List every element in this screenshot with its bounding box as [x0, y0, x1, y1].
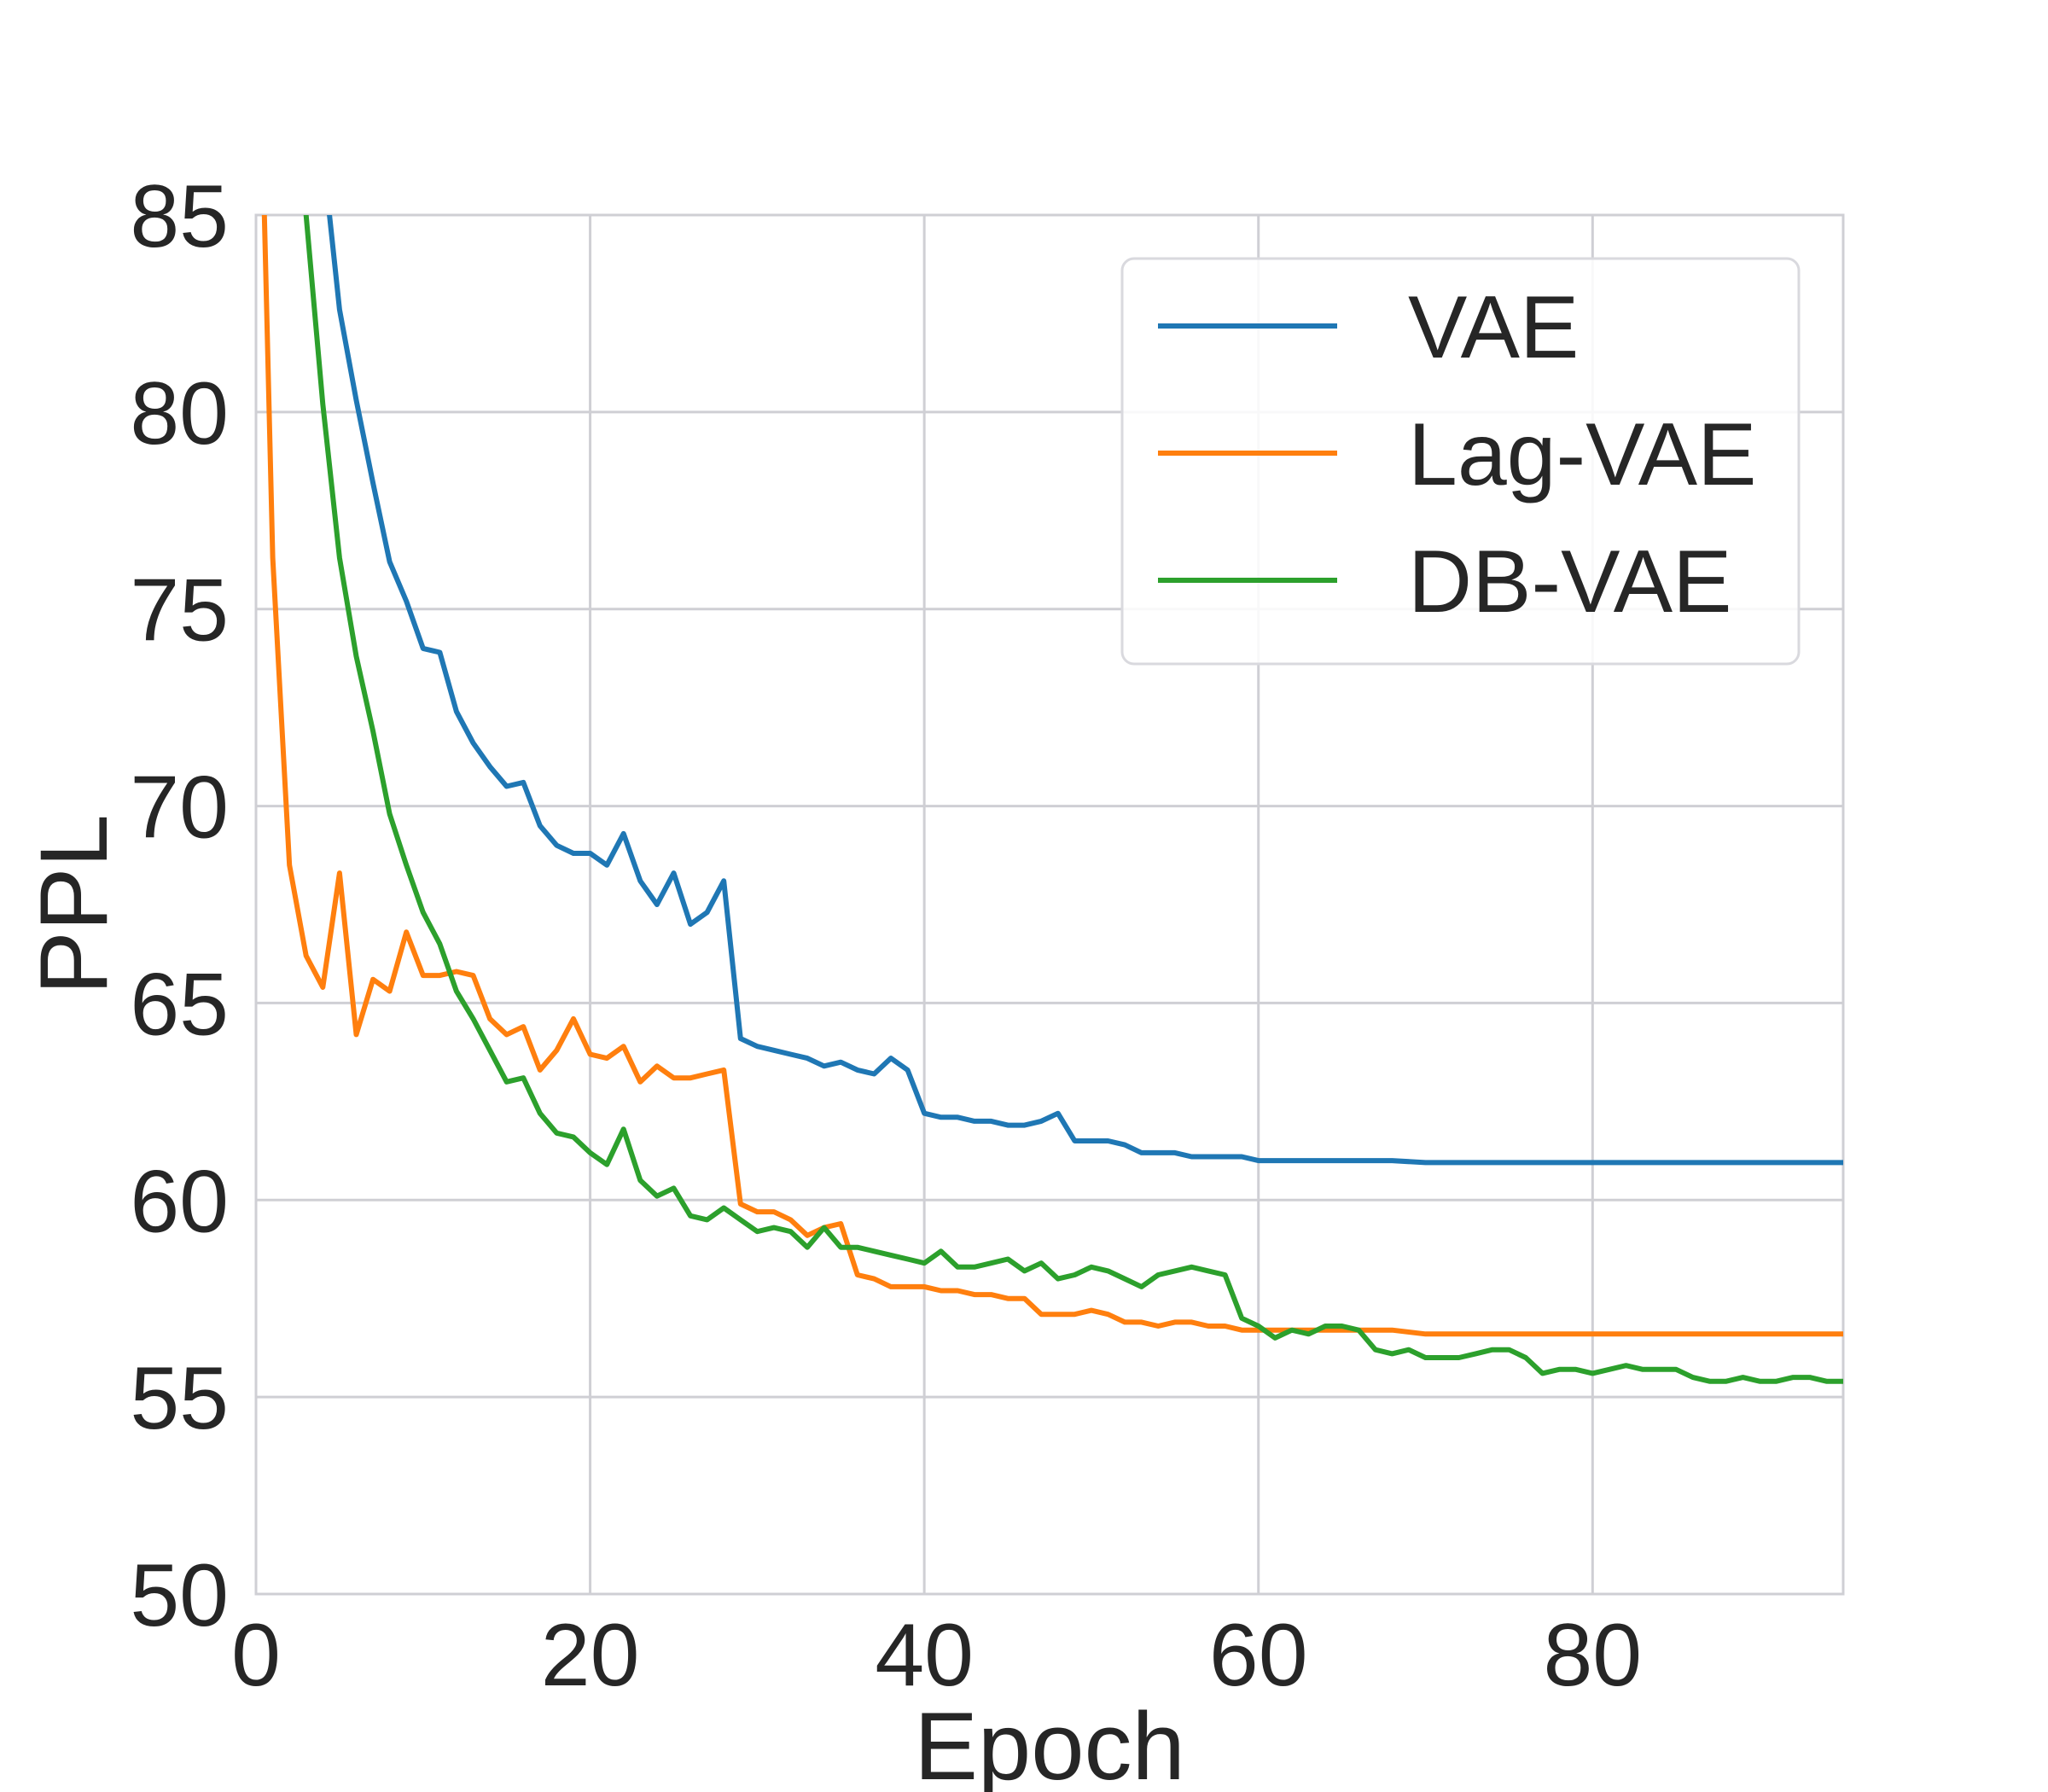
series-layer — [261, 215, 1843, 1384]
x-tick-label: 0 — [231, 1606, 281, 1705]
x-axis-label: Epoch — [914, 1693, 1185, 1792]
y-tick-label: 55 — [130, 1349, 229, 1448]
x-tick-label: 80 — [1543, 1606, 1642, 1705]
y-tick-label: 50 — [130, 1546, 229, 1645]
plot-frame — [254, 213, 1845, 1596]
y-tick-label: 65 — [130, 955, 229, 1054]
y-tick-label: 85 — [130, 167, 229, 266]
tick-labels: 50 55 60 65 70 75 80 85 0 20 40 60 80 — [130, 167, 1642, 1705]
series-line-db-vae — [303, 215, 1843, 1384]
y-tick-label: 70 — [130, 759, 229, 858]
y-axis-label: PPL — [20, 814, 127, 995]
y-tick-label: 60 — [130, 1152, 229, 1251]
x-tick-label: 20 — [541, 1606, 640, 1705]
legend-label-db-vae: DB-VAE — [1408, 532, 1732, 631]
y-tick-label: 80 — [130, 364, 229, 463]
legend-box — [1120, 257, 1801, 666]
x-tick-label: 60 — [1209, 1606, 1308, 1705]
series-line-lag-vae — [261, 215, 1843, 1337]
y-tick-label: 75 — [130, 561, 229, 660]
x-tick-label: 40 — [875, 1606, 974, 1705]
legend: VAE Lag-VAE DB-VAE — [1120, 257, 1801, 666]
legend-label-lag-vae: Lag-VAE — [1408, 405, 1757, 504]
legend-label-vae: VAE — [1408, 278, 1579, 377]
series-line-vae — [327, 215, 1843, 1166]
